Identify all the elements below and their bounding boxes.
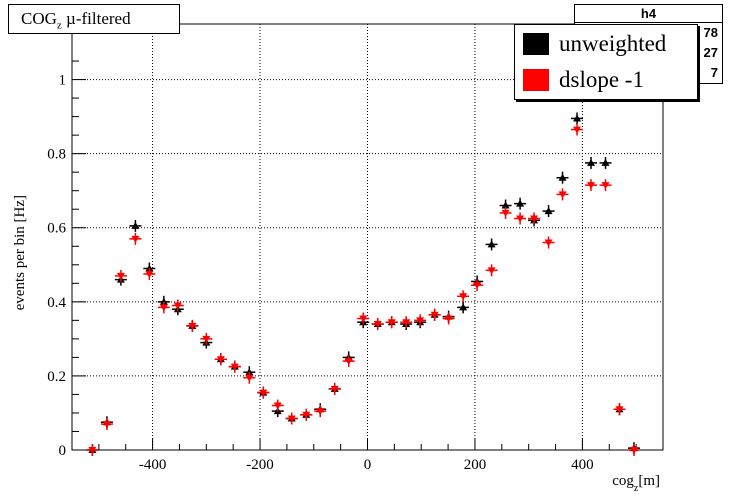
data-point [114,269,127,282]
legend-entry-dslope: dslope -1 [523,65,644,95]
data-point [542,205,555,218]
data-point [129,232,142,245]
data-point [571,112,584,125]
data-point [314,405,327,418]
data-point [157,301,170,314]
x-tick-label: 400 [571,457,594,473]
data-point [86,444,99,456]
axis-ticks: -400 -200 0 200 400 0 0.2 0.4 0.6 0.8 1 [47,60,637,473]
legend-swatch-black [523,33,549,55]
data-point [400,316,413,329]
data-point [200,332,213,345]
y-tick-label: 1 [59,73,67,89]
data-point [428,308,441,321]
x-axis-label: cogz[m] [612,473,660,494]
data-point [243,371,256,384]
data-point [471,279,484,292]
data-point [300,408,313,421]
data-point [100,418,113,431]
stats-row: 78 [703,25,718,40]
legend-entry-unweighted: unweighted [523,29,666,59]
data-point [514,212,527,225]
legend: unweighted dslope -1 [514,24,698,100]
x-tick-label: 0 [364,457,372,473]
data-point [499,206,512,219]
data-point [599,179,612,192]
data-point [171,299,184,312]
data-point [599,156,612,169]
data-point [371,318,384,331]
data-point [585,179,598,192]
data-point [342,355,355,368]
data-series [86,112,640,456]
data-point [571,123,584,136]
y-axis-label: events per bin [Hz] [12,195,28,310]
data-point [585,156,598,169]
data-point [556,188,569,201]
data-point [457,290,470,303]
data-point [414,314,427,327]
data-point [228,360,241,373]
stats-header: h4 [575,5,722,23]
data-point [556,171,569,184]
data-point [143,268,156,281]
legend-label: unweighted [559,31,667,56]
data-point [485,238,498,251]
data-point [514,197,527,210]
data-point [271,399,284,412]
chart-title: COGz µ-filtered [8,4,180,34]
data-point [528,212,541,225]
x-tick-label: -400 [139,457,167,473]
y-tick-label: 0 [59,443,67,459]
y-tick-label: 0.2 [47,369,66,385]
stats-row: 7 [710,65,718,80]
data-point [357,312,370,325]
data-point [485,264,498,277]
x-tick-label: 200 [464,457,487,473]
data-point [627,444,640,456]
data-point [457,301,470,314]
data-point [328,382,341,395]
y-tick-label: 0.8 [47,147,66,163]
data-point [442,312,455,325]
data-point [129,219,142,232]
x-tick-label: -200 [246,457,274,473]
data-point [257,386,270,399]
stats-row: 27 [703,45,718,60]
legend-label: dslope -1 [559,67,644,92]
data-point [385,316,398,329]
data-point [285,412,298,425]
data-point [186,319,199,332]
y-tick-label: 0.6 [47,221,66,237]
data-point [613,403,626,416]
legend-swatch-red [523,69,549,91]
data-point [214,353,227,366]
y-tick-label: 0.4 [47,295,66,311]
data-point [542,236,555,249]
